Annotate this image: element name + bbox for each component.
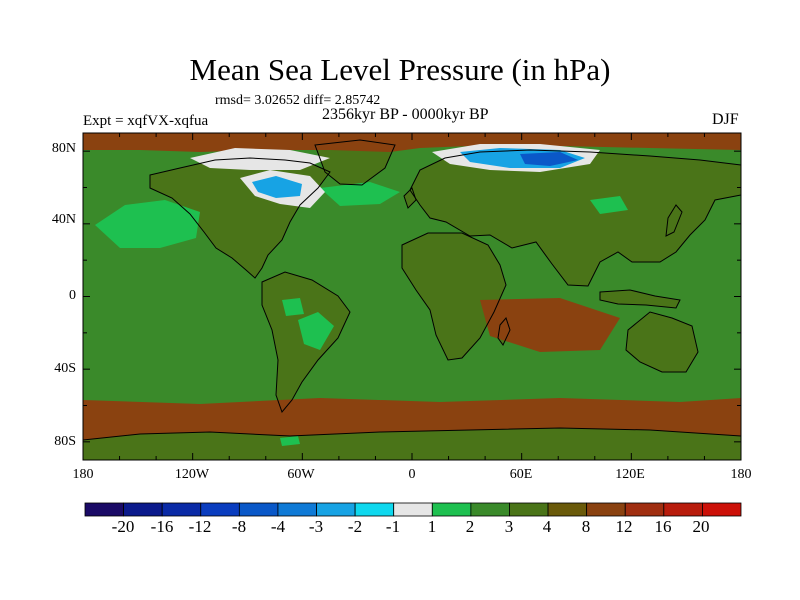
colorbar-label: 3 [504,517,514,536]
colorbar-label: 4 [542,517,552,536]
antarctica [83,428,741,460]
high-anomaly-patches [83,133,741,440]
coastline-eurasia [409,149,741,287]
colorbar-label: 12 [615,517,633,536]
colorbar-swatch [624,502,665,517]
arctic-high-anomaly [83,133,741,152]
lon-label-180e: 180 [730,467,752,482]
colorbar-label: 8 [581,517,591,536]
coastline-antarctica [83,427,741,441]
colorbar-swatch [586,502,626,517]
lon-label-60e: 60E [509,467,533,482]
africa [402,233,506,360]
colorbar-swatch [316,502,356,517]
coastline-madagascar [497,317,511,346]
colorbar-label: -20 [111,517,135,536]
colorbar-swatch [238,502,279,517]
coastline-south-america [261,271,351,413]
colorbar-label: -16 [150,517,174,536]
colorbar-swatch [354,502,395,517]
brazil-anomaly [298,312,334,350]
tropical-pacific-anomaly [282,298,304,316]
lat-label-80n: 80N [51,141,76,156]
colorbar-swatch [123,502,163,517]
coastline-japan [665,204,683,237]
colorbar [84,502,742,517]
coastline-british-isles [403,187,417,209]
colorbar-swatch [702,502,742,517]
lon-label-180w: 180 [72,467,94,482]
lat-label-equator: 0 [69,288,76,303]
colorbar-swatch [547,502,588,517]
axis-ticks [82,133,742,460]
colorbar-swatch [663,502,703,517]
hudson-bay-low-cyan [252,176,302,198]
lat-label-40n: 40N [51,212,76,227]
lon-label-0: 0 [408,467,416,482]
chart-title: Mean Sea Level Pressure (in hPa) [189,52,611,87]
siberia-anomaly [590,196,628,214]
indian-ocean-high-anomaly [480,298,620,352]
colorbar-label: -4 [270,517,286,536]
lon-label-60w: 60W [287,467,315,482]
colorbar-label: 1 [427,517,437,536]
colorbar-swatch [509,502,549,517]
map-panel [83,133,741,460]
australia [626,312,698,372]
lat-label-40s: 40S [54,361,76,376]
positive-small-anomaly-patches [95,182,628,446]
period-label: 2356kyr BP - 0000kyr BP [322,106,489,123]
colorbar-swatch [393,502,433,517]
japan [666,205,682,236]
colorbar-swatch [161,502,202,517]
lat-label-80s: 80S [54,434,76,449]
maritime-continent [600,290,680,308]
eurasia [410,150,741,286]
colorbar-swatch [470,502,510,517]
coastline-maritime-continent [599,289,681,309]
southern-ocean-high-anomaly [83,398,741,440]
lon-label-120e: 120E [615,467,645,482]
stats-label: rmsd= 3.02652 diff= 2.85742 [215,93,381,108]
colorbar-label: -12 [188,517,212,536]
coastlines [83,139,741,441]
colorbar-label: 16 [654,517,672,536]
north-pacific-anomaly [95,200,200,248]
antarctic-coast-anomaly [280,436,300,446]
colorbar-label: 20 [692,517,710,536]
colorbar-swatch [431,502,472,517]
colorbar-swatch [277,502,317,517]
colorbar-label: -1 [385,517,401,536]
colorbar-swatch [84,502,124,517]
colorbar-swatch [200,502,240,517]
canada-anomaly [320,182,400,206]
coastline-greenland [314,139,396,186]
coastline-north-america [149,157,331,279]
season-label: DJF [712,111,739,128]
colorbar-label: -3 [308,517,324,536]
lon-label-120w: 120W [174,467,210,482]
coastline-africa [401,232,507,361]
colorbar-label: -8 [231,517,247,536]
colorbar-label: -2 [347,517,363,536]
scandinavia-low-blue [520,152,578,166]
colorbar-label: 2 [465,517,475,536]
coastline-australia [625,311,699,373]
experiment-label: Expt = xqfVX-xqfua [83,113,209,129]
land-masses [83,140,741,460]
